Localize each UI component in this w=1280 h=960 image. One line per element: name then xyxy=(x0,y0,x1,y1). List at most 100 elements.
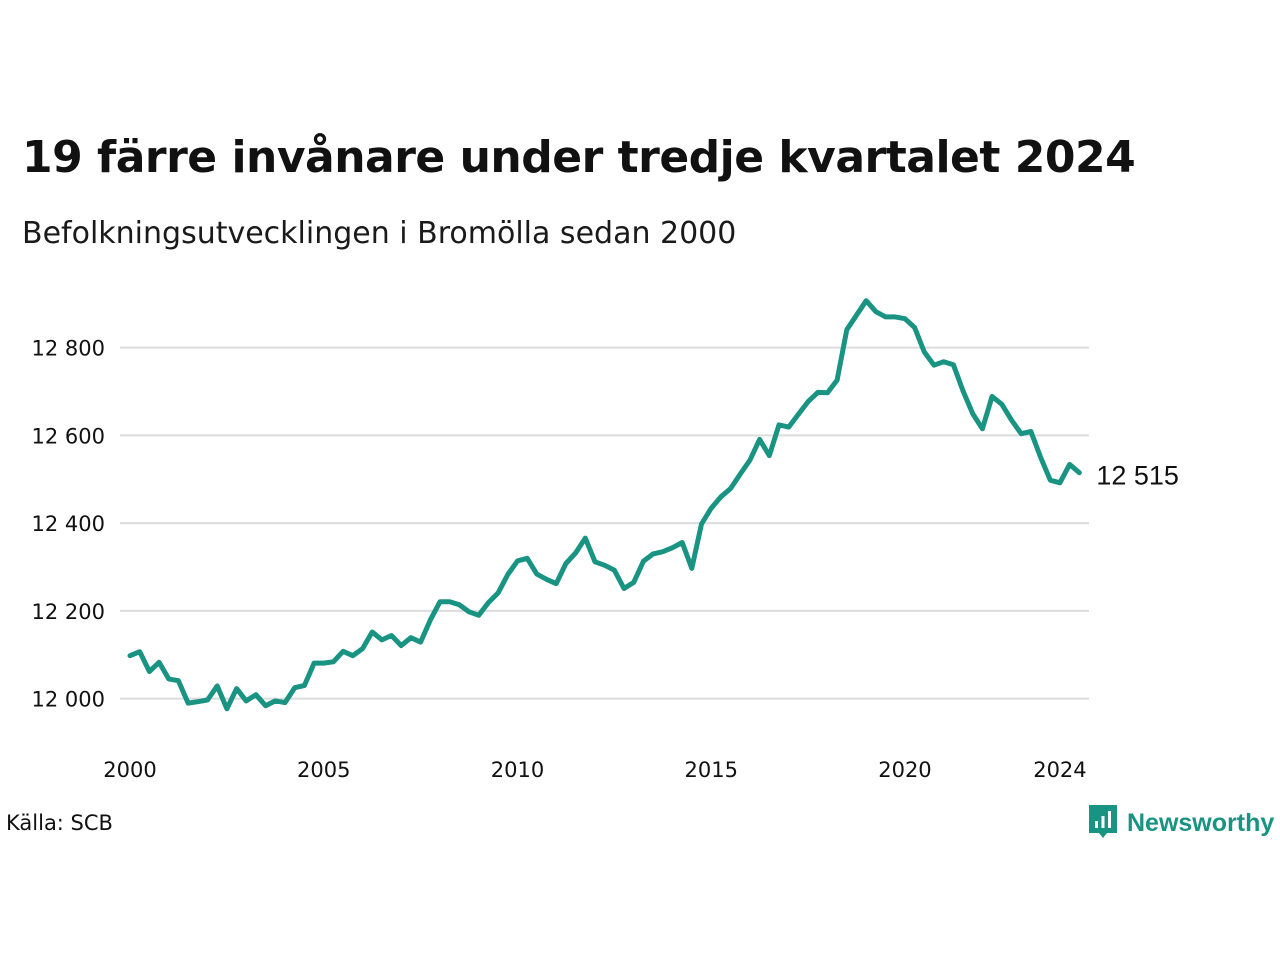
newsworthy-logo-icon xyxy=(1087,803,1119,844)
data-point xyxy=(302,683,307,688)
data-point xyxy=(525,556,530,561)
data-point xyxy=(292,685,297,690)
data-point xyxy=(980,426,985,431)
data-point xyxy=(641,559,646,564)
data-point xyxy=(234,686,239,691)
x-axis-tick-labels: 2000 2005 2010 2015 2020 2024 xyxy=(103,758,1086,782)
data-point xyxy=(728,486,733,491)
y-tick-label: 12 000 xyxy=(32,688,105,712)
data-point xyxy=(437,599,442,604)
data-point xyxy=(961,389,966,394)
data-point xyxy=(767,453,772,458)
data-point xyxy=(312,661,317,666)
x-tick-label: 2024 xyxy=(1033,758,1086,782)
data-point xyxy=(205,697,210,702)
data-point xyxy=(360,646,365,651)
data-point xyxy=(515,558,520,563)
data-point xyxy=(128,653,133,658)
data-point xyxy=(622,586,627,591)
series-layer xyxy=(127,298,1082,712)
x-tick-label: 2010 xyxy=(491,758,544,782)
data-point xyxy=(873,309,878,314)
data-point xyxy=(215,683,220,688)
data-point xyxy=(273,698,278,703)
data-point xyxy=(253,692,258,697)
data-point xyxy=(999,402,1004,407)
data-point xyxy=(399,643,404,648)
data-point xyxy=(835,378,840,383)
data-point xyxy=(699,522,704,527)
data-point xyxy=(757,437,762,442)
data-point xyxy=(1057,480,1062,485)
y-tick-label: 12 200 xyxy=(32,600,105,624)
data-point xyxy=(583,536,588,541)
y-tick-label: 12 400 xyxy=(32,512,105,536)
data-point xyxy=(631,580,636,585)
data-point xyxy=(457,602,462,607)
data-point xyxy=(573,551,578,556)
data-point xyxy=(612,568,617,573)
x-tick-label: 2000 xyxy=(103,758,156,782)
data-point xyxy=(1009,418,1014,423)
brand-name: Newsworthy xyxy=(1127,809,1275,837)
data-point xyxy=(1048,478,1053,483)
data-point xyxy=(350,653,355,658)
data-point xyxy=(602,563,607,568)
data-point xyxy=(137,649,142,654)
gridlines xyxy=(120,346,1089,700)
data-point xyxy=(447,599,452,604)
y-tick-label: 12 600 xyxy=(32,424,105,448)
data-point xyxy=(651,551,656,556)
data-point xyxy=(893,314,898,319)
data-point xyxy=(718,494,723,499)
end-value-label: 12 515 xyxy=(1096,461,1179,491)
data-point xyxy=(505,572,510,577)
data-point xyxy=(389,633,394,638)
data-point xyxy=(1038,455,1043,460)
data-point xyxy=(195,699,200,704)
data-point xyxy=(418,640,423,645)
data-point xyxy=(467,609,472,614)
data-point xyxy=(554,581,559,586)
data-point xyxy=(689,566,694,571)
data-point xyxy=(263,703,268,708)
data-point xyxy=(186,701,191,706)
data-point xyxy=(244,698,249,703)
data-point xyxy=(224,706,229,711)
data-point xyxy=(282,700,287,705)
data-point xyxy=(951,362,956,367)
data-point xyxy=(331,659,336,664)
data-point xyxy=(670,545,675,550)
data-point xyxy=(379,637,384,642)
data-point xyxy=(157,660,162,665)
data-point xyxy=(496,590,501,595)
y-axis-tick-labels: 12 000 12 200 12 400 12 600 12 800 xyxy=(32,337,105,712)
data-point xyxy=(806,399,811,404)
data-point xyxy=(777,422,782,427)
data-point xyxy=(747,457,752,462)
data-point xyxy=(922,350,927,355)
data-point xyxy=(660,549,665,554)
data-point xyxy=(341,649,346,654)
data-point xyxy=(1028,429,1033,434)
data-point xyxy=(166,676,171,681)
end-label-layer: 12 515 xyxy=(1096,461,1179,491)
data-point xyxy=(563,561,568,566)
data-point xyxy=(883,314,888,319)
data-point xyxy=(902,316,907,321)
data-point xyxy=(370,629,375,634)
x-tick-label: 2020 xyxy=(878,758,931,782)
source-note: Källa: SCB xyxy=(6,811,113,835)
brand-logo[interactable]: Newsworthy xyxy=(1087,803,1274,844)
data-point xyxy=(534,572,539,577)
data-point xyxy=(738,472,743,477)
data-point xyxy=(321,661,326,666)
x-tick-label: 2005 xyxy=(297,758,350,782)
data-point xyxy=(592,559,597,564)
data-point xyxy=(970,411,975,416)
data-point xyxy=(709,506,714,511)
x-tick-label: 2015 xyxy=(684,758,737,782)
chart-subtitle: Befolkningsutvecklingen i Bromölla sedan… xyxy=(22,216,737,251)
data-point xyxy=(486,600,491,605)
